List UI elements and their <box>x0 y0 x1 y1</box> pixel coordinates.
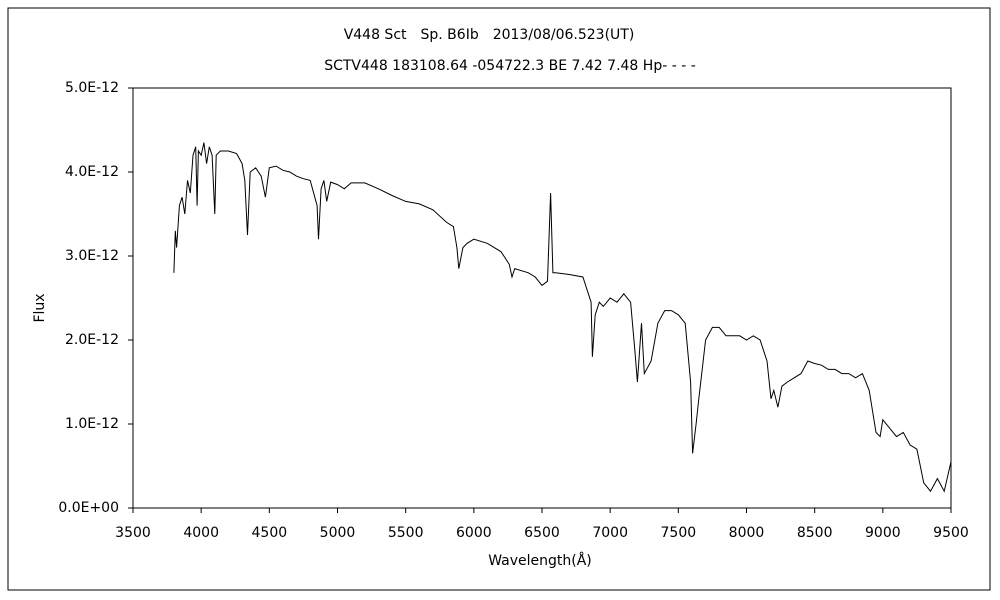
chart-title: V448 Sct Sp. B6Ib 2013/08/06.523(UT) <box>344 27 635 43</box>
x-tick-label: 5000 <box>320 525 356 541</box>
x-tick-label: 7000 <box>592 525 628 541</box>
y-tick-label: 0.0E+00 <box>58 500 119 516</box>
x-axis-label: Wavelength(Å) <box>488 552 592 569</box>
spectrum-line <box>173 142 952 493</box>
x-tick-label: 6500 <box>524 525 560 541</box>
x-tick-label: 9500 <box>933 525 969 541</box>
y-tick-label: 4.0E-12 <box>65 164 119 180</box>
x-tick-label: 4000 <box>183 525 219 541</box>
plot-area <box>132 87 952 509</box>
y-tick-label: 3.0E-12 <box>65 248 119 264</box>
x-tick-label: 8000 <box>729 525 765 541</box>
y-axis-label: Flux <box>32 293 48 322</box>
x-tick-label: 5500 <box>388 525 424 541</box>
x-tick-label: 4500 <box>252 525 288 541</box>
x-tick-label: 8500 <box>797 525 833 541</box>
x-tick-label: 7500 <box>661 525 697 541</box>
chart-subtitle: SCTV448 183108.64 -054722.3 BE 7.42 7.48… <box>324 58 696 74</box>
x-tick-label: 3500 <box>115 525 151 541</box>
y-tick-label: 5.0E-12 <box>65 80 119 96</box>
y-tick-label: 1.0E-12 <box>65 416 119 432</box>
y-tick-label: 2.0E-12 <box>65 332 119 348</box>
x-tick-label: 6000 <box>456 525 492 541</box>
x-tick-label: 9000 <box>865 525 901 541</box>
